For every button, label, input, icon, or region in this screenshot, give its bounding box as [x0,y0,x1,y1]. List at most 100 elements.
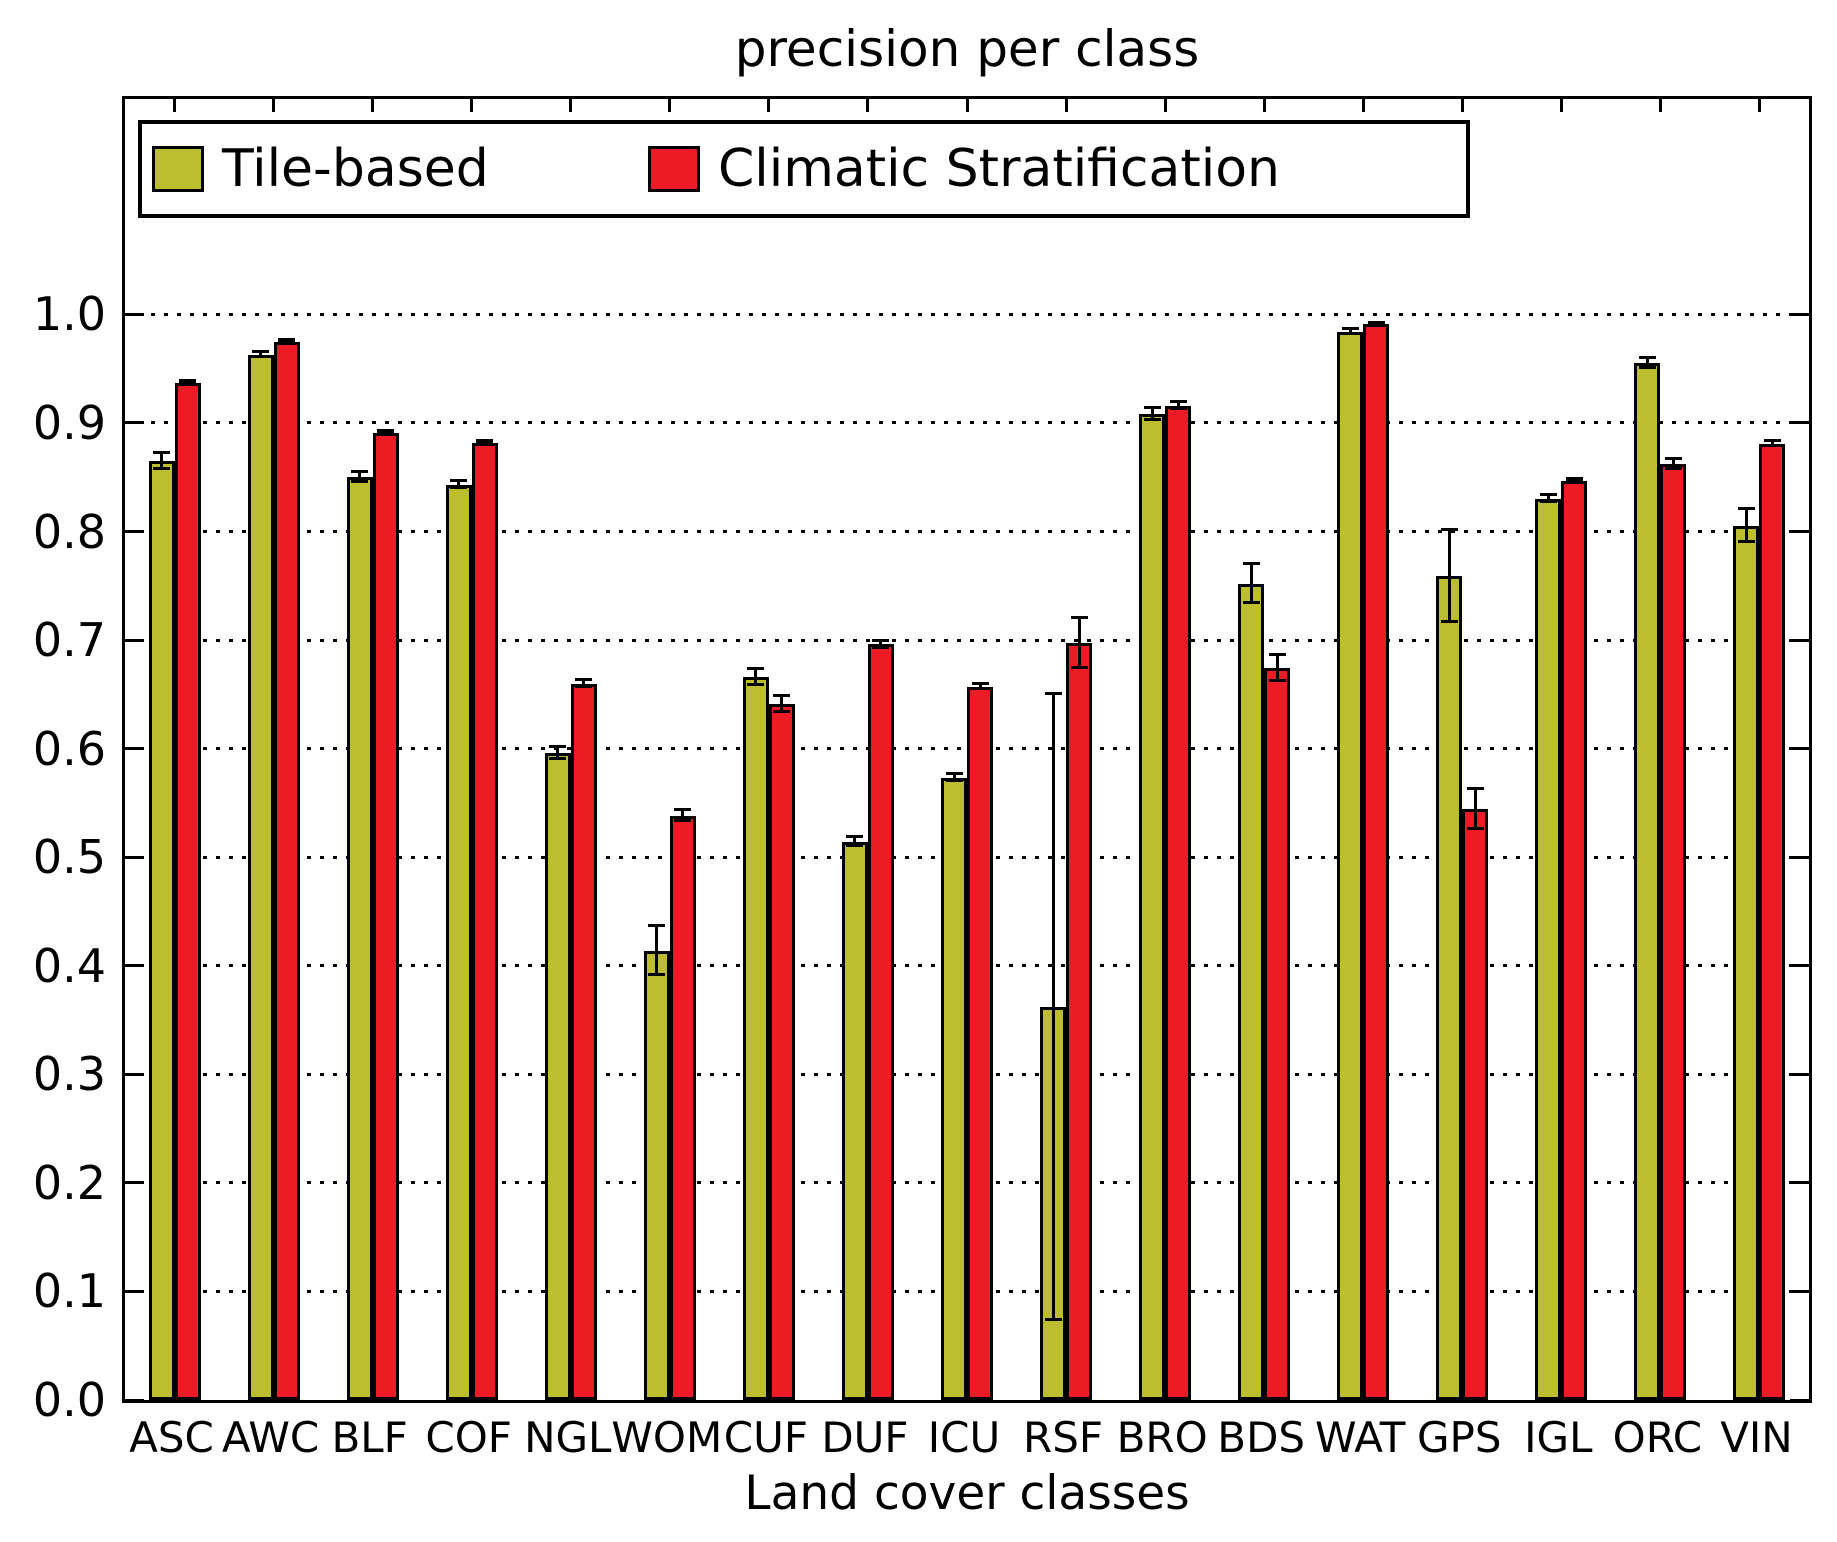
error-bar-cap [179,381,197,385]
x-tick [767,99,771,112]
y-tick [1790,1181,1809,1185]
bar-tile-based-cof [445,484,472,1400]
error-bar [358,471,362,483]
bar-climatic-stratification-gps [1462,809,1489,1400]
bar-tile-based-awc [247,354,274,1400]
error-bar-cap [1565,479,1583,483]
x-tick-label: NGL [524,1413,612,1462]
bar-tile-based-asc [148,460,175,1400]
error-bar-cap [1341,327,1359,330]
y-tick [125,747,144,751]
y-tick [1790,1289,1809,1293]
error-bar [259,351,263,358]
error-bar [1546,494,1550,504]
error-bar [952,773,956,783]
y-tick [125,530,144,534]
y-tick [1790,855,1809,859]
x-tick-label: ASC [129,1413,214,1462]
error-bar-cap [846,844,864,848]
y-tick-label: 0.1 [32,1264,106,1319]
error-bar-cap [846,835,864,839]
bar-climatic-stratification-icu [967,686,993,1400]
x-tick-label: DUF [821,1413,909,1462]
bar-tile-based-bro [1139,414,1166,1400]
error-bar-cap [1268,652,1286,656]
bar-climatic-stratification-rsf [1066,643,1093,1400]
error-bar-cap [1143,406,1161,410]
bar-climatic-stratification-wat [1363,324,1390,1400]
error-bar-cap [278,337,296,341]
legend-label-climatic-stratification: Climatic Stratification [718,139,1280,199]
error-bar-cap [1638,356,1656,360]
error-bar-cap [1440,527,1458,531]
error-bar-cap [1440,619,1458,623]
bar-climatic-stratification-asc [174,382,201,1400]
gridline [125,638,1809,642]
bar-tile-based-icu [941,777,967,1400]
bar-climatic-stratification-cof [471,442,498,1400]
y-tick-label: 0.7 [32,613,106,668]
x-tick-label: WOM [611,1413,723,1462]
error-bar [681,809,685,823]
error-bar-cap [1565,476,1583,480]
bar-climatic-stratification-vin [1759,443,1786,1400]
error-bar-cap [1044,691,1062,695]
error-bar [1473,788,1477,831]
error-bar-cap [351,479,369,483]
error-bar-cap [1143,417,1161,421]
error-bar-cap [1341,332,1359,336]
y-tick [125,421,144,425]
error-bar-cap [1763,443,1781,447]
error-bar-cap [1070,615,1088,619]
y-tick-label: 0.6 [32,721,106,776]
legend-swatch-tile-based [152,146,204,192]
bar-tile-based-igl [1535,498,1562,1400]
error-bar [457,480,461,490]
y-tick [1790,1072,1809,1076]
error-bar-cap [1466,787,1484,791]
x-tick [1262,99,1266,112]
x-tick-label: RSF [1023,1413,1104,1462]
y-tick [1790,638,1809,642]
error-bar-cap [971,682,989,685]
error-bar-cap [153,450,171,454]
error-bar [582,679,586,688]
bar-tile-based-cuf [742,676,769,1400]
legend: Tile-based Climatic Stratification [138,120,1470,218]
bar-tile-based-duf [841,842,868,1400]
error-bar [1275,654,1279,683]
error-bar-cap [377,431,395,435]
y-tick-label: 0.5 [32,830,106,885]
bar-tile-based-ngl [544,752,571,1400]
bar-climatic-stratification-igl [1561,480,1588,1400]
y-tick-label: 1.0 [32,287,106,342]
error-bar-cap [945,772,963,776]
error-bar-cap [278,340,296,344]
y-tick-label: 0.3 [32,1047,106,1102]
x-tick-label: WAT [1315,1413,1406,1462]
bar-climatic-stratification-orc [1660,464,1687,1400]
error-bar-cap [1737,540,1755,544]
error-bar [1770,440,1774,447]
error-bar [1348,328,1352,336]
y-tick [1790,964,1809,968]
error-bar-cap [1367,323,1385,327]
error-bar-cap [773,709,791,713]
legend-item-climatic-stratification: Climatic Stratification [648,124,1280,214]
x-tick [866,99,870,112]
error-bar [853,836,857,848]
error-bar-cap [773,693,791,697]
error-bar [1150,407,1154,421]
bar-climatic-stratification-awc [273,341,300,1400]
x-axis-title: Land cover classes [744,1466,1190,1521]
y-tick-label: 0.8 [32,504,106,559]
error-bar-cap [575,684,593,688]
x-tick [1757,99,1761,112]
y-tick [1790,747,1809,751]
error-bar [978,683,982,691]
y-tick [125,1072,144,1076]
error-bar-cap [747,682,765,686]
error-bar-cap [1169,406,1187,410]
x-tick [1163,99,1167,112]
error-bar-cap [1664,457,1682,461]
